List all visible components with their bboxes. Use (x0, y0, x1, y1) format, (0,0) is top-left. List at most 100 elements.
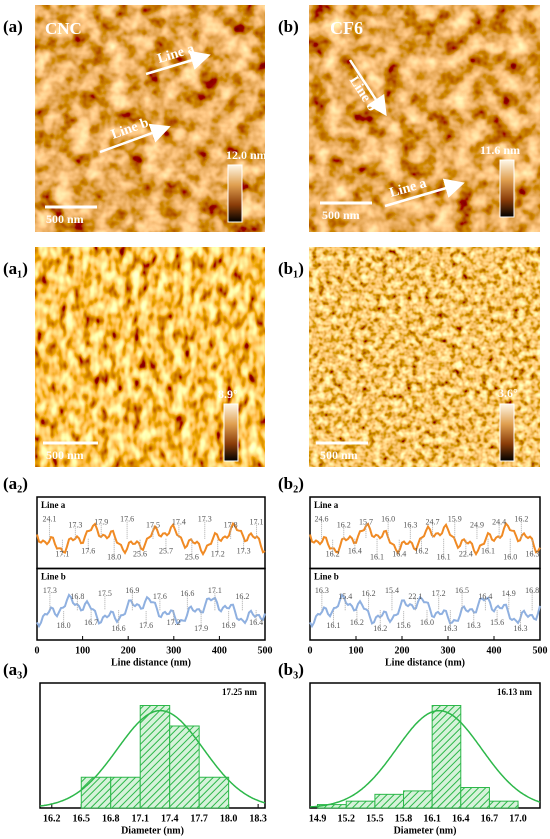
annotation: 24.6 (315, 515, 329, 524)
x-tick-label: 16.4 (452, 813, 470, 824)
annotation: 16.4 (392, 550, 406, 559)
x-tick-label: 400 (212, 645, 227, 656)
annotation: 17.6 (139, 621, 153, 630)
colorbar (499, 159, 515, 218)
panel-label: (a₃) (3, 660, 28, 679)
annotation: 17.3 (198, 515, 212, 524)
panel-label: (a₁) (3, 259, 28, 278)
x-axis-title: Diameter (nm) (394, 825, 457, 836)
annotation: 24.7 (426, 518, 440, 527)
annotation: 16.3 (525, 550, 539, 559)
arrow (348, 59, 387, 117)
series-name: Line a (314, 500, 339, 510)
scale-label: 500 nm (320, 448, 358, 462)
annotation: 15.6 (397, 621, 411, 630)
x-tick-label: 300 (166, 645, 181, 656)
colorbar-label: 8.9° (218, 387, 238, 401)
annotation: 17.3 (237, 547, 251, 556)
panel-label: (a₂) (3, 474, 28, 493)
x-axis-title: Line distance (nm) (111, 657, 191, 668)
bar (198, 776, 230, 809)
afm-image (35, 5, 265, 232)
annotation: 16.3 (315, 586, 329, 595)
annotation: 17.6 (120, 515, 134, 524)
annotation: 17.25 nm (222, 687, 258, 697)
annotation: 16.2 (235, 592, 249, 601)
x-tick-label: 17.1 (131, 813, 149, 824)
x-tick-label: 18.0 (220, 813, 238, 824)
annotation: 16.3 (443, 624, 457, 633)
x-tick-label: 17.4 (161, 813, 179, 824)
arrow (384, 178, 465, 208)
annotation: 17.9 (94, 518, 108, 527)
series-name: Line b (314, 572, 339, 582)
panel-label: (b₂) (278, 474, 304, 493)
bar (169, 725, 200, 809)
annotation: 17.9 (194, 624, 208, 633)
panel-label: (b) (278, 17, 299, 36)
annotation: 16.7 (84, 618, 98, 627)
annotation: 16.4 (249, 618, 263, 627)
bar (374, 793, 405, 809)
x-tick-label: 16.5 (73, 813, 91, 824)
sample-label: CF6 (330, 18, 363, 38)
annotation: 22.1 (408, 592, 422, 601)
annotation: 16.6 (180, 589, 194, 598)
series-name: Line a (41, 500, 66, 510)
annotation: 15.7 (359, 518, 373, 527)
annotation: 17.5 (98, 589, 112, 598)
annotation: 16.4 (348, 547, 362, 556)
annotation: 25.7 (159, 547, 173, 556)
sample-label: CNC (45, 19, 82, 38)
colorbar-label: 11.6 nm (480, 143, 520, 157)
annotation: 25.6 (133, 550, 147, 559)
annotation: 17.2 (211, 550, 225, 559)
annotation: 17.6 (81, 547, 95, 556)
annotation: 16.1 (370, 553, 384, 562)
annotation: 16.2 (326, 550, 340, 559)
annotation: 16.2 (350, 618, 364, 627)
annotation: 16.3 (513, 624, 527, 633)
x-tick-label: 16.8 (102, 813, 120, 824)
annotation: 16.6 (112, 624, 126, 633)
x-tick-label: 100 (349, 645, 364, 656)
annotation: 24.1 (42, 515, 56, 524)
annotation: 15.4 (385, 586, 399, 595)
x-tick-label: 15.8 (395, 813, 413, 824)
annotation: 17.3 (68, 521, 82, 530)
arrow (99, 123, 171, 154)
x-tick-label: 16.1 (423, 813, 441, 824)
annotation: 16.0 (503, 553, 517, 562)
annotation: 17.4 (172, 518, 186, 527)
annotation: 17.8 (224, 521, 238, 530)
annotation: 16.2 (373, 624, 387, 633)
bar (110, 776, 141, 809)
x-tick-label: 15.2 (338, 813, 356, 824)
bar (139, 705, 171, 809)
annotation: 16.2 (414, 547, 428, 556)
annotation: 16.2 (337, 521, 351, 530)
annotation: 16.9 (125, 586, 139, 595)
x-tick-label: 16.2 (43, 813, 61, 824)
annotation: 17.2 (167, 618, 181, 627)
bar (80, 776, 112, 809)
annotation: 16.1 (327, 621, 341, 630)
annotation: 16.1 (481, 547, 495, 556)
series-name: Line b (41, 572, 66, 582)
annotation: 16.8 (70, 592, 84, 601)
panel-label: (b₃) (278, 660, 304, 679)
annotation: 17.3 (43, 586, 57, 595)
scale-label: 500 nm (46, 448, 84, 462)
colorbar-label: 12.0 nm (226, 148, 267, 162)
annotation: 15.4 (338, 592, 352, 601)
annotation: 16.4 (478, 592, 492, 601)
x-axis-title: Diameter (nm) (121, 825, 184, 836)
x-axis-title: Line distance (nm) (385, 657, 465, 668)
annotation: 16.13 nm (497, 687, 533, 697)
x-tick-label: 300 (441, 645, 456, 656)
x-tick-label: 14.9 (309, 813, 327, 824)
annotation: 17.1 (55, 550, 69, 559)
annotation: 17.2 (432, 589, 446, 598)
x-tick-label: 200 (121, 645, 136, 656)
colorbar (223, 403, 239, 462)
